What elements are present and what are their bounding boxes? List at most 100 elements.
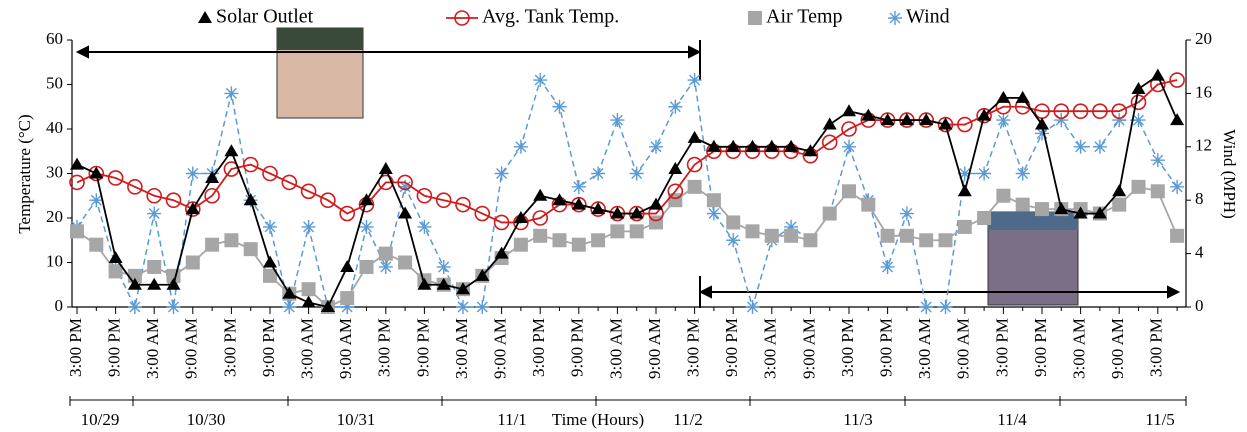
data-point <box>706 206 721 221</box>
data-point <box>899 206 914 221</box>
data-point <box>861 197 876 212</box>
data-point <box>243 242 258 257</box>
data-point <box>1015 90 1030 103</box>
data-point <box>687 179 702 194</box>
data-point <box>629 166 644 181</box>
data-point <box>166 300 181 314</box>
data-point <box>1111 103 1127 119</box>
x-tick-label: 3:00 AM <box>1070 318 1089 379</box>
data-point <box>456 282 470 295</box>
data-point <box>861 108 876 121</box>
x-tick-label: 3:00 PM <box>992 318 1011 377</box>
data-point <box>147 206 162 221</box>
data-point <box>1072 103 1089 119</box>
data-point <box>956 116 973 133</box>
data-point <box>533 73 548 88</box>
data-point <box>165 192 182 208</box>
data-point <box>745 224 760 239</box>
y-tick-label: 40 <box>46 118 63 137</box>
data-point <box>552 99 567 114</box>
data-point <box>745 300 760 314</box>
x-tick-label: 9:00 AM <box>1108 318 1127 379</box>
data-point <box>359 259 374 274</box>
data-point <box>764 228 779 243</box>
y2-tick-label: 4 <box>1195 243 1204 262</box>
data-point <box>224 86 239 101</box>
data-point <box>1170 179 1185 194</box>
photo-annotations <box>276 27 1079 306</box>
data-point <box>610 206 625 219</box>
data-point <box>629 224 644 239</box>
data-point <box>667 183 684 200</box>
x-axis-label: Time (Hours) <box>552 410 644 429</box>
data-point <box>687 73 702 88</box>
data-point <box>726 215 741 230</box>
data-point <box>1073 139 1088 154</box>
data-point <box>435 192 452 208</box>
data-point <box>1112 184 1127 197</box>
data-point <box>359 219 374 234</box>
data-point <box>108 251 123 264</box>
data-point <box>320 192 336 208</box>
data-point <box>436 277 451 290</box>
data-point <box>919 300 934 314</box>
data-point <box>784 228 799 243</box>
date-label: 11/2 <box>673 410 703 429</box>
data-point <box>147 259 162 274</box>
data-point <box>474 205 491 222</box>
x-tick-label: 3:00 AM <box>143 318 162 379</box>
data-point <box>340 300 355 314</box>
data-point <box>899 228 914 243</box>
x-tick-label: 9:00 AM <box>336 318 355 379</box>
data-point <box>127 300 142 314</box>
data-point <box>629 206 644 219</box>
data-point <box>359 193 374 206</box>
data-point <box>1112 197 1127 212</box>
data-point <box>1170 228 1185 243</box>
data-point <box>262 165 278 182</box>
arrow-head <box>1167 285 1181 299</box>
data-point <box>552 233 567 248</box>
x-tick-label: 9:00 AM <box>799 318 818 379</box>
legend-marker <box>748 11 762 25</box>
data-point <box>686 156 703 173</box>
y2-tick-label: 20 <box>1195 29 1212 48</box>
data-point <box>398 179 413 194</box>
data-point <box>1015 197 1030 212</box>
data-point <box>1130 94 1147 111</box>
data-point <box>378 162 393 175</box>
data-point <box>301 282 316 297</box>
data-point <box>166 277 181 290</box>
data-point <box>263 219 277 234</box>
x-tick-label: 3:00 AM <box>298 318 317 379</box>
data-point <box>301 219 316 234</box>
data-point <box>224 233 239 248</box>
y-axis-label: Temperature (°C) <box>15 114 34 233</box>
data-point <box>977 166 992 181</box>
data-point <box>1054 113 1069 128</box>
data-point <box>552 193 567 206</box>
y-tick-label: 0 <box>55 296 64 315</box>
data-point <box>880 113 895 126</box>
data-point <box>340 259 355 272</box>
x-tick-label: 9:00 PM <box>413 318 432 377</box>
data-point <box>475 268 490 281</box>
date-label: 10/30 <box>187 410 226 429</box>
data-point <box>996 90 1011 103</box>
data-point <box>377 174 394 191</box>
legend-marker <box>454 10 470 26</box>
data-point <box>899 113 914 126</box>
data-point <box>803 233 818 248</box>
data-point <box>89 237 104 252</box>
data-point <box>436 259 451 274</box>
data-point <box>1035 126 1049 141</box>
data-point <box>938 117 953 130</box>
data-point <box>205 237 220 252</box>
x-tick-label: 9:00 AM <box>954 318 973 379</box>
data-point <box>281 174 298 191</box>
data-point <box>301 295 316 308</box>
data-point <box>378 259 393 274</box>
data-point <box>1112 113 1127 128</box>
data-point <box>649 139 663 154</box>
data-point <box>977 108 992 121</box>
